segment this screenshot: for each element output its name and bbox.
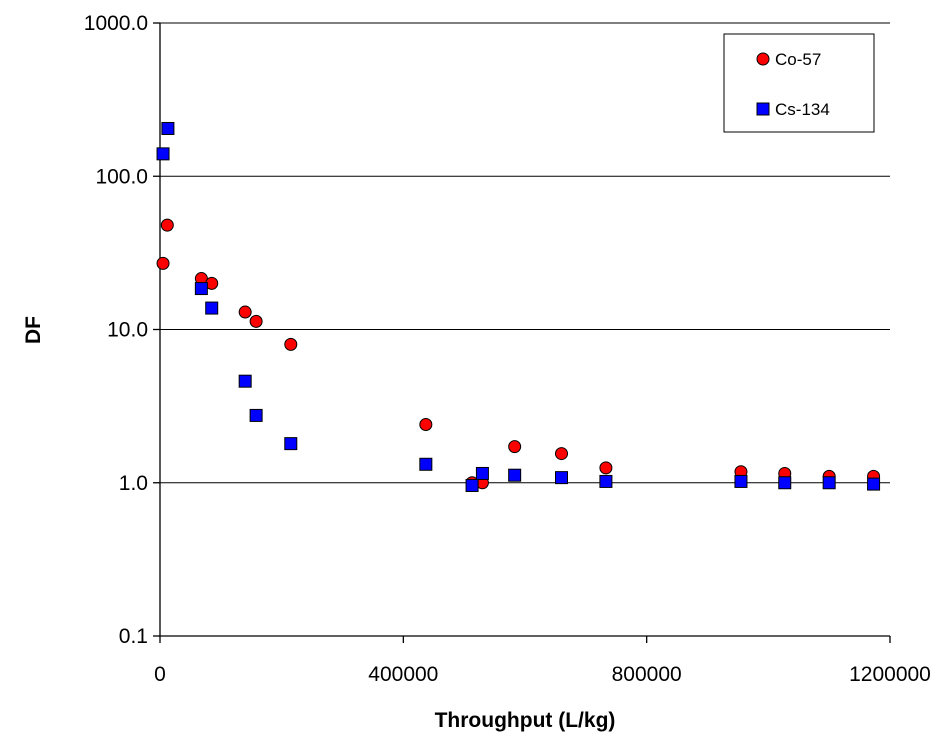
gridlines: [160, 22, 890, 484]
co57-data-point: [284, 337, 298, 351]
cs134-data-point: [475, 466, 489, 480]
cs134-data-point: [156, 147, 170, 161]
cs134-data-point: [284, 437, 298, 451]
cs134-data-point: [419, 457, 433, 471]
y-tick-label: 0.1: [119, 625, 148, 648]
cs134-data-point: [822, 476, 836, 490]
co57-data-point: [419, 417, 433, 431]
cs134-data-point: [734, 474, 748, 488]
co57-data-point: [555, 447, 568, 461]
y-tick-label: 10.0: [107, 319, 148, 342]
co57-data-point: [508, 440, 522, 454]
cs134-data-point: [508, 468, 522, 482]
legend-label-cs134: Cs-134: [775, 100, 830, 119]
cs134-data-point: [249, 408, 263, 422]
cs134-data-point: [555, 471, 568, 485]
legend-box: [723, 33, 875, 133]
co57-data-point: [249, 314, 263, 328]
y-tick-label: 1000.0: [84, 12, 148, 35]
legend-label-co57: Co-57: [775, 50, 821, 69]
y-tick-label: 1.0: [119, 472, 148, 495]
co57-data-point: [160, 218, 174, 232]
x-axis-title: Throughput (L/kg): [435, 709, 616, 732]
cs134-data-point: [778, 476, 792, 490]
legend: Co-57 Cs-134: [723, 33, 875, 133]
x-axis-ticks: 0 400000 800000 1200000: [154, 636, 931, 686]
cs134-data-point: [238, 374, 252, 388]
cs134-data-point: [867, 477, 881, 491]
co57-data-point: [238, 305, 252, 319]
co57-data-point: [156, 256, 170, 270]
legend-marker-co57: [756, 52, 770, 66]
y-axis-ticks: 0.1 1.0 10.0 100.0 1000.0: [84, 12, 160, 648]
cs134-data-point: [194, 282, 208, 296]
legend-marker-cs134: [756, 102, 770, 116]
cs134-data-point: [161, 121, 175, 135]
x-tick-label: 400000: [368, 663, 438, 686]
y-tick-label: 100.0: [95, 165, 148, 188]
cs134-data-point: [599, 474, 613, 488]
co57-data-point: [599, 461, 613, 475]
cs134-data-point: [205, 301, 219, 315]
y-axis-title: DF: [22, 316, 45, 344]
data-points: [156, 121, 881, 492]
cs134-data-point: [465, 478, 479, 492]
x-tick-label: 800000: [612, 663, 682, 686]
x-tick-label: 0: [154, 663, 166, 686]
x-tick-label: 1200000: [849, 663, 931, 686]
